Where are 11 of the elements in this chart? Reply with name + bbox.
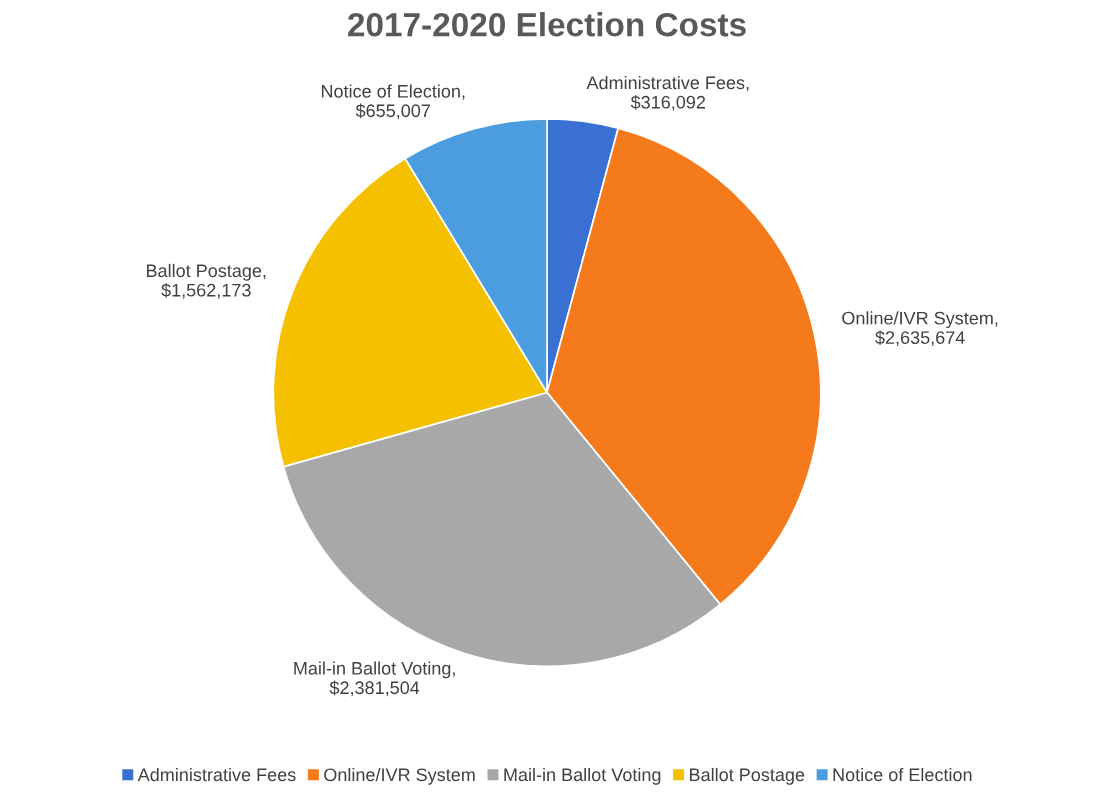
legend-label: Mail-in Ballot Voting: [504, 767, 661, 785]
data-label: Mail-in Ballot Voting, $2,381,504: [294, 661, 455, 697]
data-label: Notice of Election, $655,007: [321, 84, 465, 120]
legend-label: Ballot Postage: [690, 767, 805, 785]
legend-label: Notice of Election: [833, 767, 972, 782]
legend-label: Online/IVR System: [324, 767, 475, 785]
legend-label: Administrative Fees: [137, 767, 296, 782]
data-label: Ballot Postage, $1,562,173: [146, 263, 266, 299]
data-label: Administrative Fees, $316,092: [586, 75, 749, 111]
data-label: Online/IVR System, $2,635,674: [842, 311, 998, 347]
chart-title: 2017-2020 Election Costs: [348, 12, 746, 37]
